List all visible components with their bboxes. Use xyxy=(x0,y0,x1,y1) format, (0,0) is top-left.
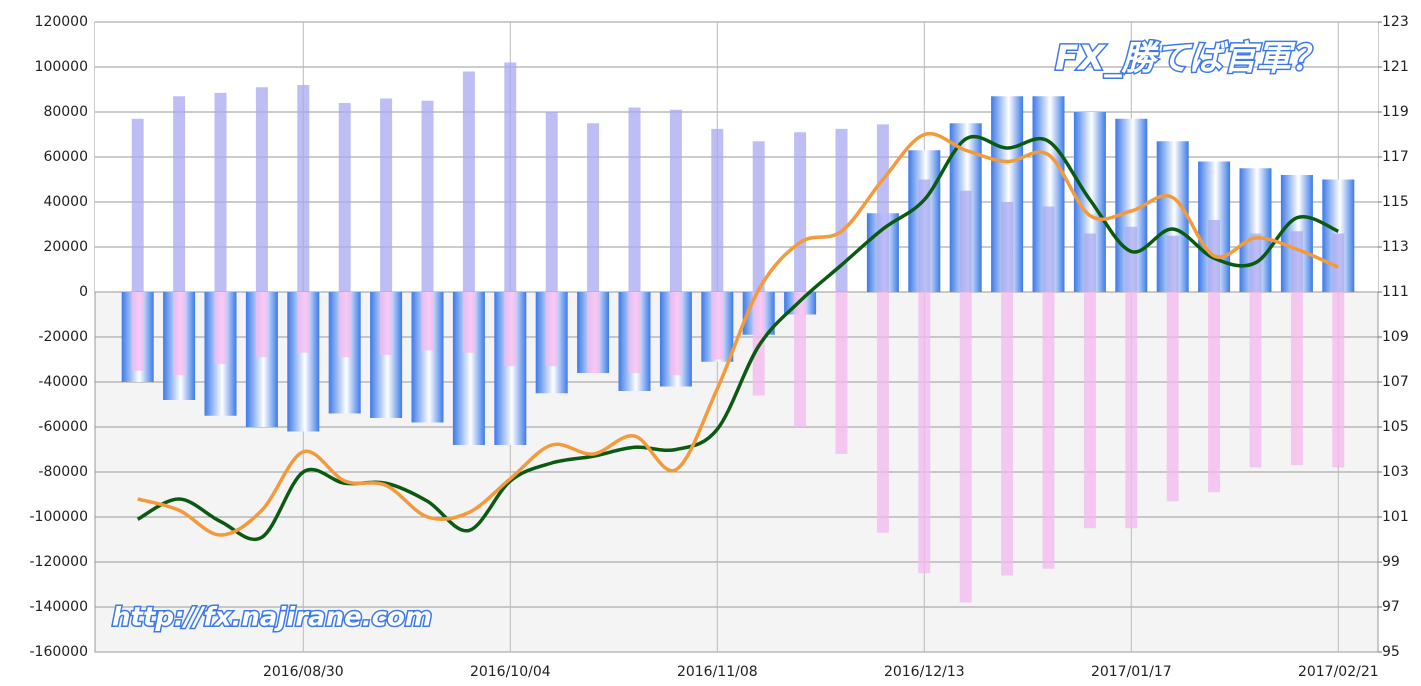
y2-tick-label: 121 xyxy=(1382,59,1409,75)
bar xyxy=(214,92,227,292)
bar xyxy=(1083,292,1096,529)
y2-tick-label: 119 xyxy=(1382,104,1409,120)
y2-tick-label: 105 xyxy=(1382,419,1409,435)
bar xyxy=(131,292,144,371)
bar xyxy=(835,292,848,454)
y2-tick-label: 97 xyxy=(1382,599,1400,615)
y2-tick-label: 123 xyxy=(1382,14,1409,30)
y2-tick-label: 103 xyxy=(1382,464,1409,480)
bar xyxy=(628,107,641,292)
y2-tick-label: 113 xyxy=(1382,239,1409,255)
bar xyxy=(876,292,889,533)
bar xyxy=(1290,292,1303,466)
y-tick-label: -60000 xyxy=(38,419,88,435)
y-tick-label: -160000 xyxy=(30,644,89,660)
bar xyxy=(338,292,351,358)
bar xyxy=(380,292,393,355)
y-tick-label: 40000 xyxy=(43,194,88,210)
y-tick-label: -80000 xyxy=(38,464,88,480)
y2-tick-label: 99 xyxy=(1382,554,1400,570)
y-tick-label: -40000 xyxy=(38,374,88,390)
bar xyxy=(1083,233,1096,292)
y2-tick-label: 117 xyxy=(1382,149,1409,165)
y2-tick-label: 101 xyxy=(1382,509,1409,525)
bar xyxy=(1208,292,1221,493)
bar xyxy=(173,96,186,292)
bar xyxy=(545,112,558,292)
watermark-title: FX_勝てば官軍？ xyxy=(1055,39,1325,79)
y-tick-label: -120000 xyxy=(30,554,89,570)
bar xyxy=(628,292,641,373)
bar xyxy=(380,98,393,292)
bar xyxy=(1125,226,1138,292)
y-tick-label: 60000 xyxy=(43,149,88,165)
y2-tick-label: 115 xyxy=(1382,194,1409,210)
bar xyxy=(587,123,600,292)
y-tick-label: 120000 xyxy=(35,14,88,30)
bar xyxy=(255,292,268,358)
bar xyxy=(173,292,186,376)
price-line xyxy=(137,131,1339,537)
bar xyxy=(504,62,517,292)
bar xyxy=(1332,292,1345,468)
x-tick-label: 2016/08/30 xyxy=(263,664,344,680)
x-tick-label: 2017/02/21 xyxy=(1298,664,1379,680)
bar xyxy=(711,292,724,360)
y-tick-label: 80000 xyxy=(43,104,88,120)
y-tick-label: -100000 xyxy=(30,509,89,525)
x-tick-label: 2016/11/08 xyxy=(677,664,758,680)
bar xyxy=(545,292,558,367)
bar xyxy=(1290,231,1303,292)
bar xyxy=(669,109,682,292)
bar xyxy=(918,179,931,292)
bar xyxy=(214,292,227,364)
bar xyxy=(794,292,807,427)
bar xyxy=(711,128,724,292)
bar xyxy=(669,292,682,376)
bar xyxy=(794,132,807,292)
bar xyxy=(587,292,600,373)
y-tick-label: 0 xyxy=(79,284,88,300)
y-tick-label: -20000 xyxy=(38,329,88,345)
y-tick-label: 100000 xyxy=(35,59,88,75)
bar xyxy=(1166,235,1179,292)
bar xyxy=(421,100,434,292)
y2-tick-label: 109 xyxy=(1382,329,1409,345)
bar xyxy=(297,292,310,353)
x-tick-label: 2016/10/04 xyxy=(470,664,551,680)
y2-tick-label: 107 xyxy=(1382,374,1409,390)
bar xyxy=(1042,292,1055,569)
bar xyxy=(1001,292,1014,576)
y-tick-label: -140000 xyxy=(30,599,89,615)
bar xyxy=(752,141,765,292)
bar xyxy=(421,292,434,351)
bar xyxy=(338,103,351,292)
bar xyxy=(1249,292,1262,468)
x-tick-label: 2016/12/13 xyxy=(884,664,965,680)
bar xyxy=(959,292,972,603)
bar xyxy=(504,292,517,367)
bar xyxy=(1166,292,1179,502)
y-tick-label: 20000 xyxy=(43,239,88,255)
bar xyxy=(959,190,972,292)
bar xyxy=(1332,233,1345,292)
bar xyxy=(131,118,144,292)
price-line xyxy=(136,134,1340,541)
bar xyxy=(918,292,931,574)
bar xyxy=(835,128,848,292)
watermark-url: http://fx.najirane.com xyxy=(112,603,432,633)
bar xyxy=(462,71,475,292)
x-tick-label: 2017/01/17 xyxy=(1091,664,1172,680)
bar xyxy=(1125,292,1138,529)
y2-tick-label: 95 xyxy=(1382,644,1400,660)
y2-tick-label: 111 xyxy=(1382,284,1409,300)
bar xyxy=(1042,206,1055,292)
bar xyxy=(876,124,889,292)
bar xyxy=(297,85,310,292)
bar xyxy=(1001,202,1014,292)
bar xyxy=(255,87,268,292)
bar xyxy=(462,292,475,353)
